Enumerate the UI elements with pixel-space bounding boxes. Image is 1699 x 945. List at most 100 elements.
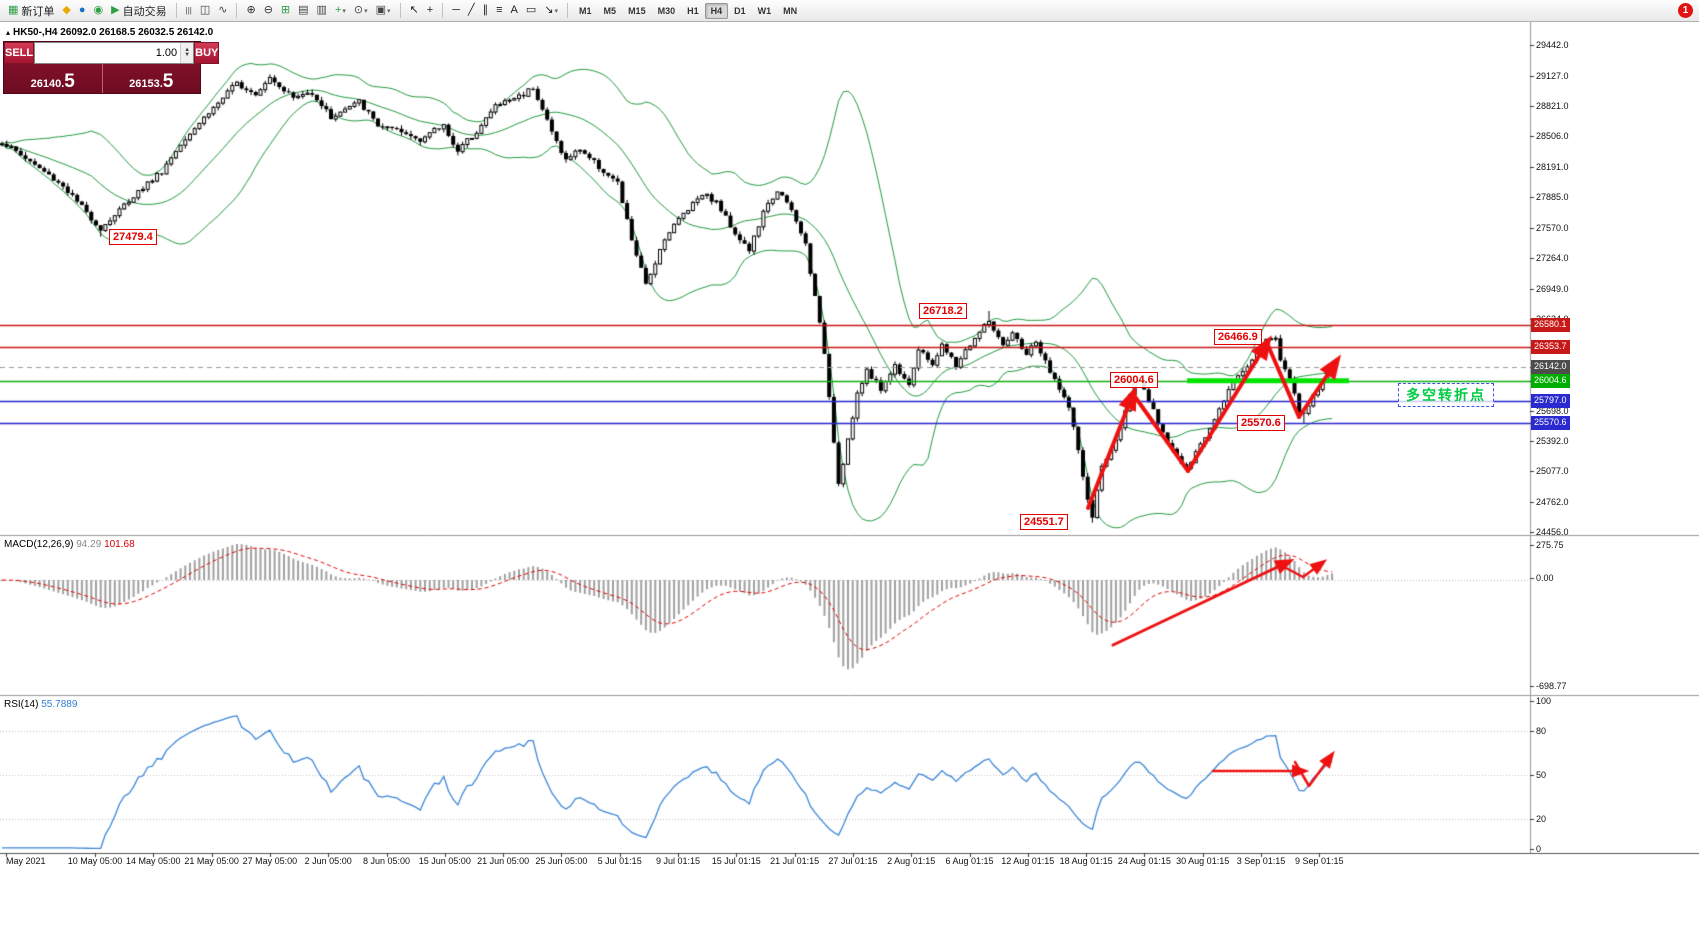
sell-button[interactable]: SELL [4, 42, 35, 64]
timeframe-M15[interactable]: M15 [628, 5, 646, 16]
price-axis-label: 25077.0 [1536, 466, 1569, 477]
rsi-name: RSI(14) [4, 699, 39, 710]
timeframe-MN[interactable]: MN [783, 5, 798, 16]
chart-shift-icon: ▥ [316, 4, 327, 16]
arrows-icon[interactable]: ↘ ▾ [540, 2, 562, 20]
periods-icon: ⊙ [353, 4, 364, 16]
templates-icon: ▣ [375, 4, 387, 16]
price-tag: 25797.0 [1531, 394, 1570, 409]
tile-windows-icon: ⊞ [280, 4, 291, 16]
dropdown-arrow-icon[interactable]: ▾ [554, 7, 559, 15]
timeframe-M5[interactable]: M5 [603, 5, 617, 16]
rsi-axis-label: 50 [1536, 770, 1547, 780]
chart-shift-icon[interactable]: ▥ [313, 2, 331, 20]
price-tag: 26353.7 [1531, 339, 1570, 354]
price-axis-label: 29127.0 [1536, 70, 1569, 81]
trendline-icon[interactable]: ╱ [464, 2, 479, 20]
buy-button[interactable]: BUY [194, 42, 220, 64]
rsi-axis-label: 20 [1536, 814, 1547, 825]
spin-down-icon[interactable]: ▼ [184, 52, 191, 58]
sell-price[interactable]: 26140. 5 [4, 64, 102, 93]
dropdown-arrow-icon[interactable]: ▾ [342, 7, 346, 15]
toolbar-separator [442, 3, 444, 18]
new-order-button: ▦ [8, 4, 19, 16]
volume-input[interactable] [35, 43, 181, 63]
indicators-icon[interactable]: + ▾ [331, 2, 350, 20]
mql5-market-icon: ◆ [62, 4, 71, 16]
label-icon: ▭ [525, 4, 537, 16]
hline-icon[interactable]: ─ [448, 2, 464, 20]
macd-axis-label: 275.75 [1536, 540, 1564, 550]
price-tag: 26004.6 [1531, 373, 1570, 388]
price-axis-label: 25392.0 [1536, 435, 1569, 446]
text-icon[interactable]: A [507, 2, 522, 20]
label-icon[interactable]: ▭ [522, 2, 540, 20]
timeframe-M30[interactable]: M30 [657, 5, 676, 16]
volume-spinner[interactable]: ▲ ▼ [180, 43, 194, 63]
templates-icon[interactable]: ▣ ▾ [372, 2, 395, 20]
price-tag: 26580.1 [1531, 317, 1570, 332]
hline-icon: ─ [452, 4, 460, 16]
buy-price[interactable]: 26153. 5 [103, 64, 201, 93]
trendline-icon: ╱ [468, 4, 475, 16]
price-axis-label: 29442.0 [1536, 40, 1569, 50]
sell-price-big: 5 [64, 70, 75, 92]
price-annotation: 25570.6 [1237, 415, 1285, 431]
zoom-in-icon[interactable]: ⊕ [242, 2, 259, 20]
zoom-out-icon[interactable]: ⊖ [260, 2, 277, 20]
dropdown-arrow-icon[interactable]: ▾ [387, 7, 391, 15]
price-axis-label: 28191.0 [1536, 162, 1569, 173]
rsi-value: 55.7889 [41, 699, 78, 710]
crosshair-icon[interactable]: + [423, 2, 437, 20]
price-annotation: 27479.4 [109, 229, 157, 245]
time-axis-label: 25 Jun 05:00 [535, 856, 588, 866]
candlestick-chart-icon: ◫ [199, 4, 211, 16]
rsi-axis-label: 80 [1536, 725, 1547, 736]
new-order-button[interactable]: ▦ 新订单 [4, 2, 58, 20]
bar-chart-icon[interactable]: ||| [182, 2, 196, 20]
toolbar-separator [236, 3, 238, 18]
channel-icon[interactable]: ∥ [479, 2, 493, 20]
tile-windows-icon[interactable]: ⊞ [277, 2, 294, 20]
chart-collapse-icon[interactable]: ▴ [6, 28, 11, 37]
spin-up-icon[interactable]: ▲ [184, 47, 191, 53]
time-axis-label: 15 Jun 05:00 [418, 856, 471, 866]
crosshair-icon: + [426, 4, 434, 16]
macd-indicator-label: MACD(12,26,9) 94.29 101.68 [4, 539, 135, 550]
timeframe-H4[interactable]: H4 [704, 2, 729, 19]
price-axis-label: 27570.0 [1536, 222, 1569, 233]
price-axis-label: 25698.0 [1536, 405, 1569, 416]
macd-name: MACD(12,26,9) [4, 539, 74, 550]
periods-icon[interactable]: ⊙ ▾ [350, 2, 372, 20]
symbol-info: ▴ HK50-,H4 26092.0 26168.5 26032.5 26142.… [6, 27, 213, 38]
refresh-icon[interactable]: ◉ [90, 2, 108, 20]
toolbar: ▦ 新订单 ◆ ● ◉ ▶ 自动交易 ||| ◫ ∿ ⊕ ⊖ ⊞ ▤ ▥ + ▾ ⊙ ▾ ▣ ▾ ↖ + ─ ╱ ∥ ≡ A ▭ ↘ ▾ M1… [0, 0, 1699, 22]
buy-price-main: 26153. [129, 77, 163, 90]
auto-trading-button-label: 自动交易 [122, 5, 167, 18]
candlestick-chart-icon[interactable]: ◫ [196, 2, 214, 20]
dropdown-arrow-icon[interactable]: ▾ [364, 7, 368, 15]
timeframe-W1[interactable]: W1 [757, 5, 772, 16]
auto-arrange-icon[interactable]: ▤ [294, 2, 312, 20]
auto-arrange-icon: ▤ [298, 4, 309, 16]
cursor-icon[interactable]: ↖ [406, 2, 423, 20]
community-icon[interactable]: ● [75, 2, 90, 20]
price-annotation: 26718.2 [919, 303, 967, 319]
time-axis-label: 30 Aug 01:15 [1176, 856, 1230, 866]
rsi-indicator-label: RSI(14) 55.7889 [4, 699, 77, 710]
one-click-trading-panel: SELL ▲ ▼ BUY 26140. 5 26153. 5 [3, 41, 220, 94]
timeframe-H1[interactable]: H1 [687, 5, 699, 16]
notification-badge[interactable]: 1 [1678, 3, 1693, 18]
fibonacci-icon[interactable]: ≡ [492, 2, 506, 20]
auto-trading-button[interactable]: ▶ 自动交易 [107, 2, 170, 20]
line-chart-icon: ∿ [218, 4, 228, 16]
price-axis-label: 26949.0 [1536, 283, 1569, 294]
timeframe-M1[interactable]: M1 [579, 5, 592, 16]
time-axis-label: 27 Jul 01:15 [828, 856, 878, 866]
mql5-market-icon[interactable]: ◆ [58, 2, 74, 20]
timeframe-D1[interactable]: D1 [734, 5, 746, 16]
price-annotation: 26004.6 [1110, 372, 1158, 388]
line-chart-icon[interactable]: ∿ [214, 2, 231, 20]
turning-point-note: 多空转折点 [1398, 383, 1494, 407]
